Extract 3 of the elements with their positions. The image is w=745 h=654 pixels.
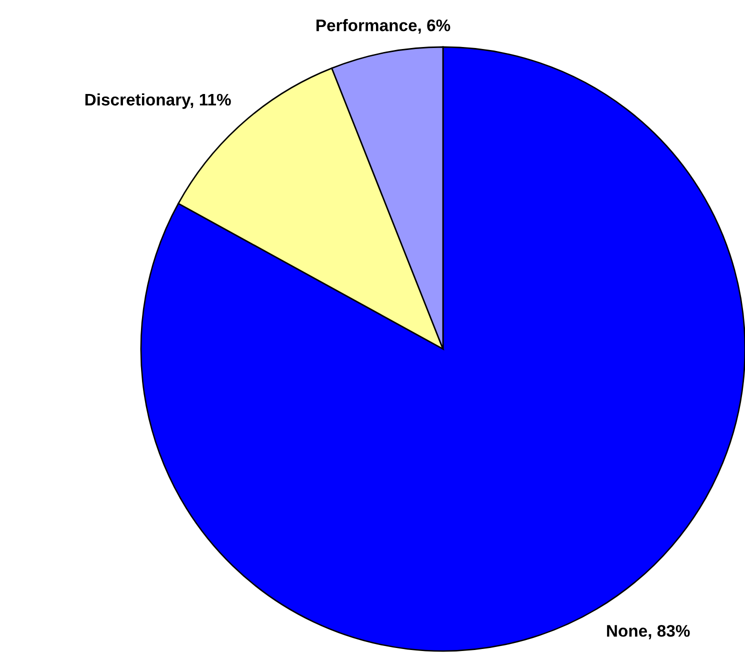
slice-label: Performance, 6%: [316, 19, 450, 34]
slice-label: None, 83%: [607, 624, 690, 640]
slice-label: Discretionary, 11%: [85, 93, 231, 109]
